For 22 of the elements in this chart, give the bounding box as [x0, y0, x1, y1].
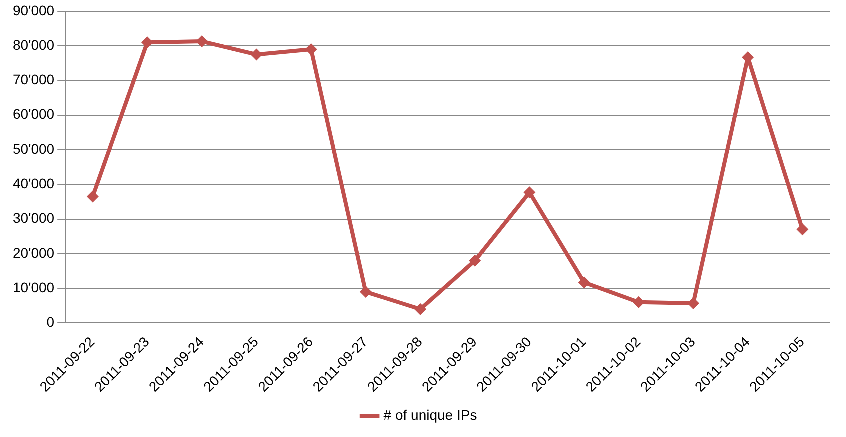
y-tick-label: 0: [46, 314, 55, 330]
y-tick-label: 20'000: [12, 244, 55, 261]
point: [414, 303, 426, 316]
y-tick-label: 60'000: [12, 106, 55, 122]
y-tick-label: 80'000: [12, 36, 55, 53]
y-tick-label: 30'000: [12, 210, 55, 226]
legend-label: # of unique IPs: [384, 406, 478, 423]
point: [578, 276, 590, 289]
point: [796, 224, 809, 236]
point: [305, 44, 318, 56]
point: [688, 297, 700, 310]
point: [469, 254, 482, 267]
y-tick-label: 70'000: [12, 72, 55, 88]
y-tick-label: 40'000: [12, 175, 55, 192]
y-tick-label: 10'000: [12, 279, 55, 296]
y-tick-label: 50'000: [12, 140, 55, 157]
point: [196, 36, 208, 48]
y-tick-label: 90'000: [12, 2, 55, 18]
point: [524, 186, 536, 199]
point: [250, 48, 263, 61]
point: [86, 190, 99, 203]
point: [360, 286, 372, 298]
